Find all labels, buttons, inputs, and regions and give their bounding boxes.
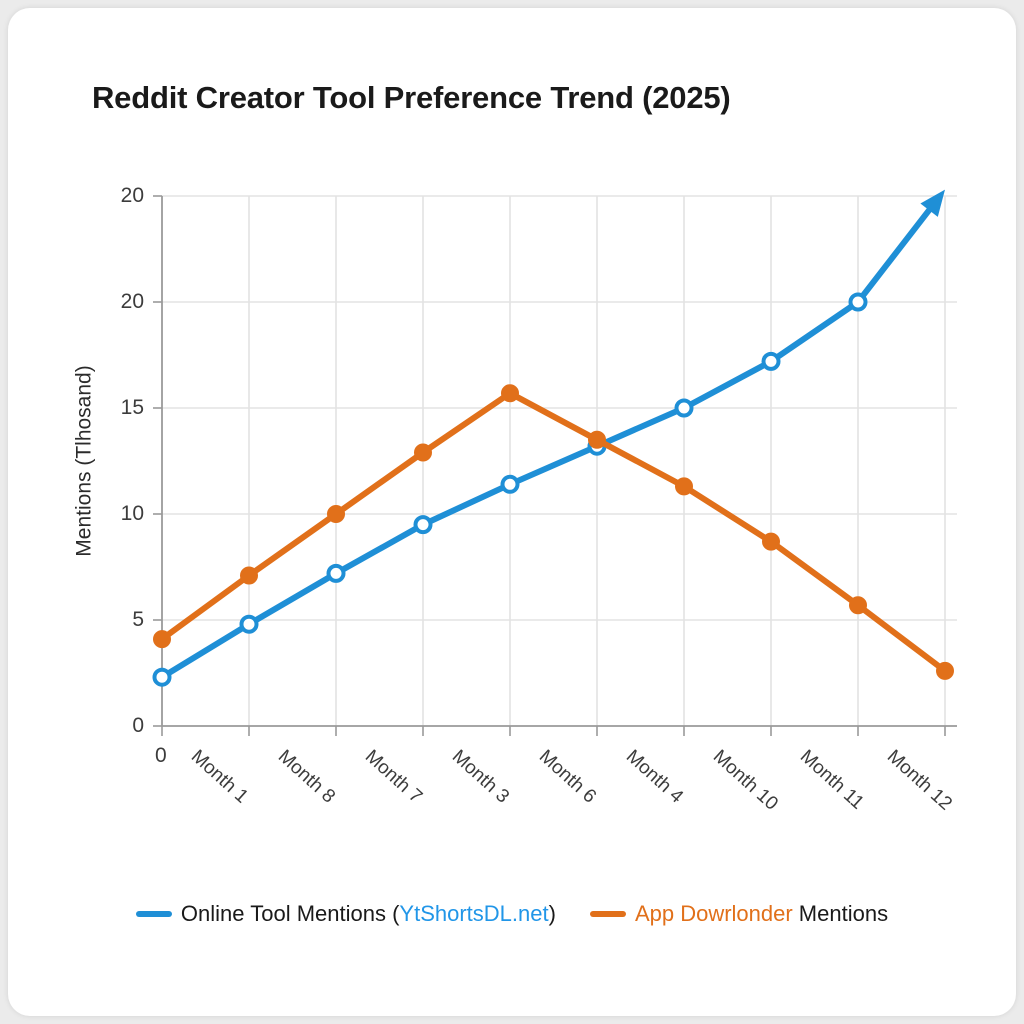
data-series-layer bbox=[152, 189, 954, 687]
x-tick-label: 0 bbox=[155, 744, 167, 767]
legend-swatch-icon bbox=[135, 911, 172, 917]
y-tick-label: 20 bbox=[120, 290, 144, 313]
legend-item[interactable]: App Dowrlonder Mentions bbox=[589, 901, 888, 927]
gridlines bbox=[162, 195, 957, 726]
legend-label: Online Tool Mentions (YtShortsDL.net) bbox=[181, 901, 556, 927]
legend-label-suffix: Mentions bbox=[792, 901, 889, 926]
y-tick-label: 5 bbox=[132, 608, 144, 631]
legend-label-prefix: Online Tool Mentions ( bbox=[180, 901, 400, 926]
axis-ticks bbox=[153, 195, 946, 736]
legend-label: App Dowrlonder Mentions bbox=[635, 901, 888, 927]
line-chart-plot bbox=[152, 189, 957, 736]
legend-swatch-icon bbox=[589, 911, 626, 917]
y-tick-label: 15 bbox=[120, 396, 144, 419]
legend-label-suffix: ) bbox=[548, 901, 556, 926]
legend-label-accent: App Dowrlonder bbox=[634, 901, 793, 926]
legend-item[interactable]: Online Tool Mentions (YtShortsDL.net) bbox=[135, 901, 556, 927]
y-tick-label: 0 bbox=[132, 714, 144, 737]
y-tick-label: 10 bbox=[120, 502, 144, 525]
chart-card: Reddit Creator Tool Preference Trend (20… bbox=[8, 8, 1016, 1016]
chart-legend: Online Tool Mentions (YtShortsDL.net) App… bbox=[8, 901, 1016, 927]
legend-label-accent: YtShortsDL.net bbox=[399, 901, 549, 926]
page-title: Reddit Creator Tool Preference Trend (20… bbox=[92, 80, 731, 115]
y-tick-label: 20 bbox=[120, 184, 144, 207]
